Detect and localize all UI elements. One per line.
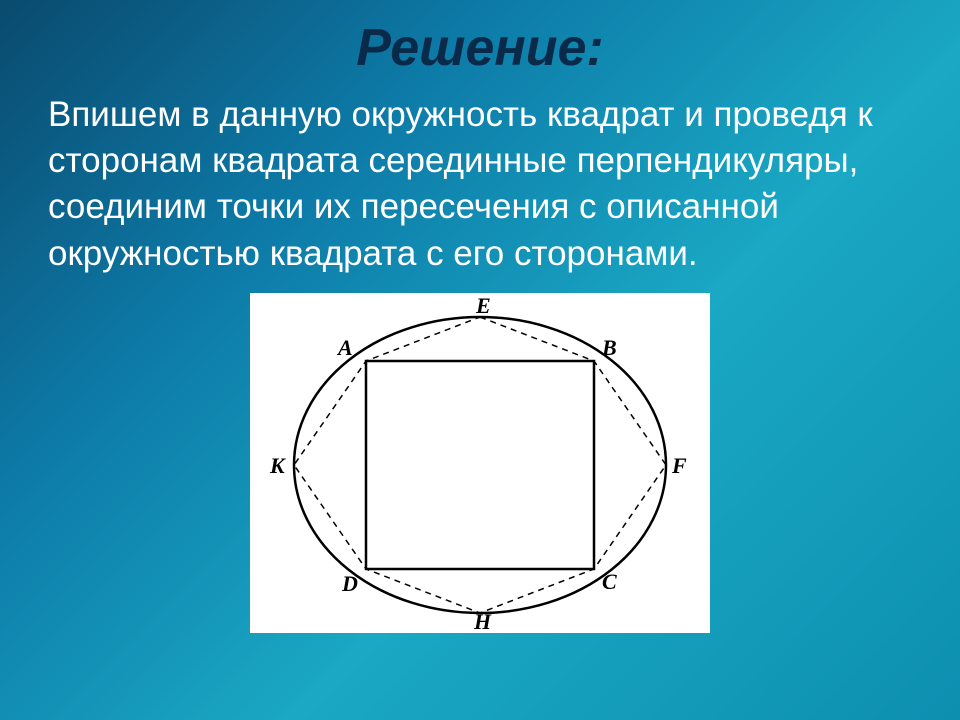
svg-text:F: F xyxy=(671,453,687,478)
svg-text:D: D xyxy=(341,571,358,596)
svg-text:B: B xyxy=(601,335,617,360)
svg-text:A: A xyxy=(336,335,353,360)
svg-text:E: E xyxy=(475,293,491,318)
diagram-container: E A B K F D C H xyxy=(0,293,960,633)
slide-body-text: Впишем в данную окружность квадрат и про… xyxy=(0,92,960,277)
diagram-svg: E A B K F D C H xyxy=(250,293,710,633)
slide-title: Решение: xyxy=(0,0,960,92)
svg-text:C: C xyxy=(602,569,617,594)
svg-text:H: H xyxy=(473,609,492,633)
geometric-diagram: E A B K F D C H xyxy=(250,293,710,633)
svg-text:K: K xyxy=(269,453,286,478)
